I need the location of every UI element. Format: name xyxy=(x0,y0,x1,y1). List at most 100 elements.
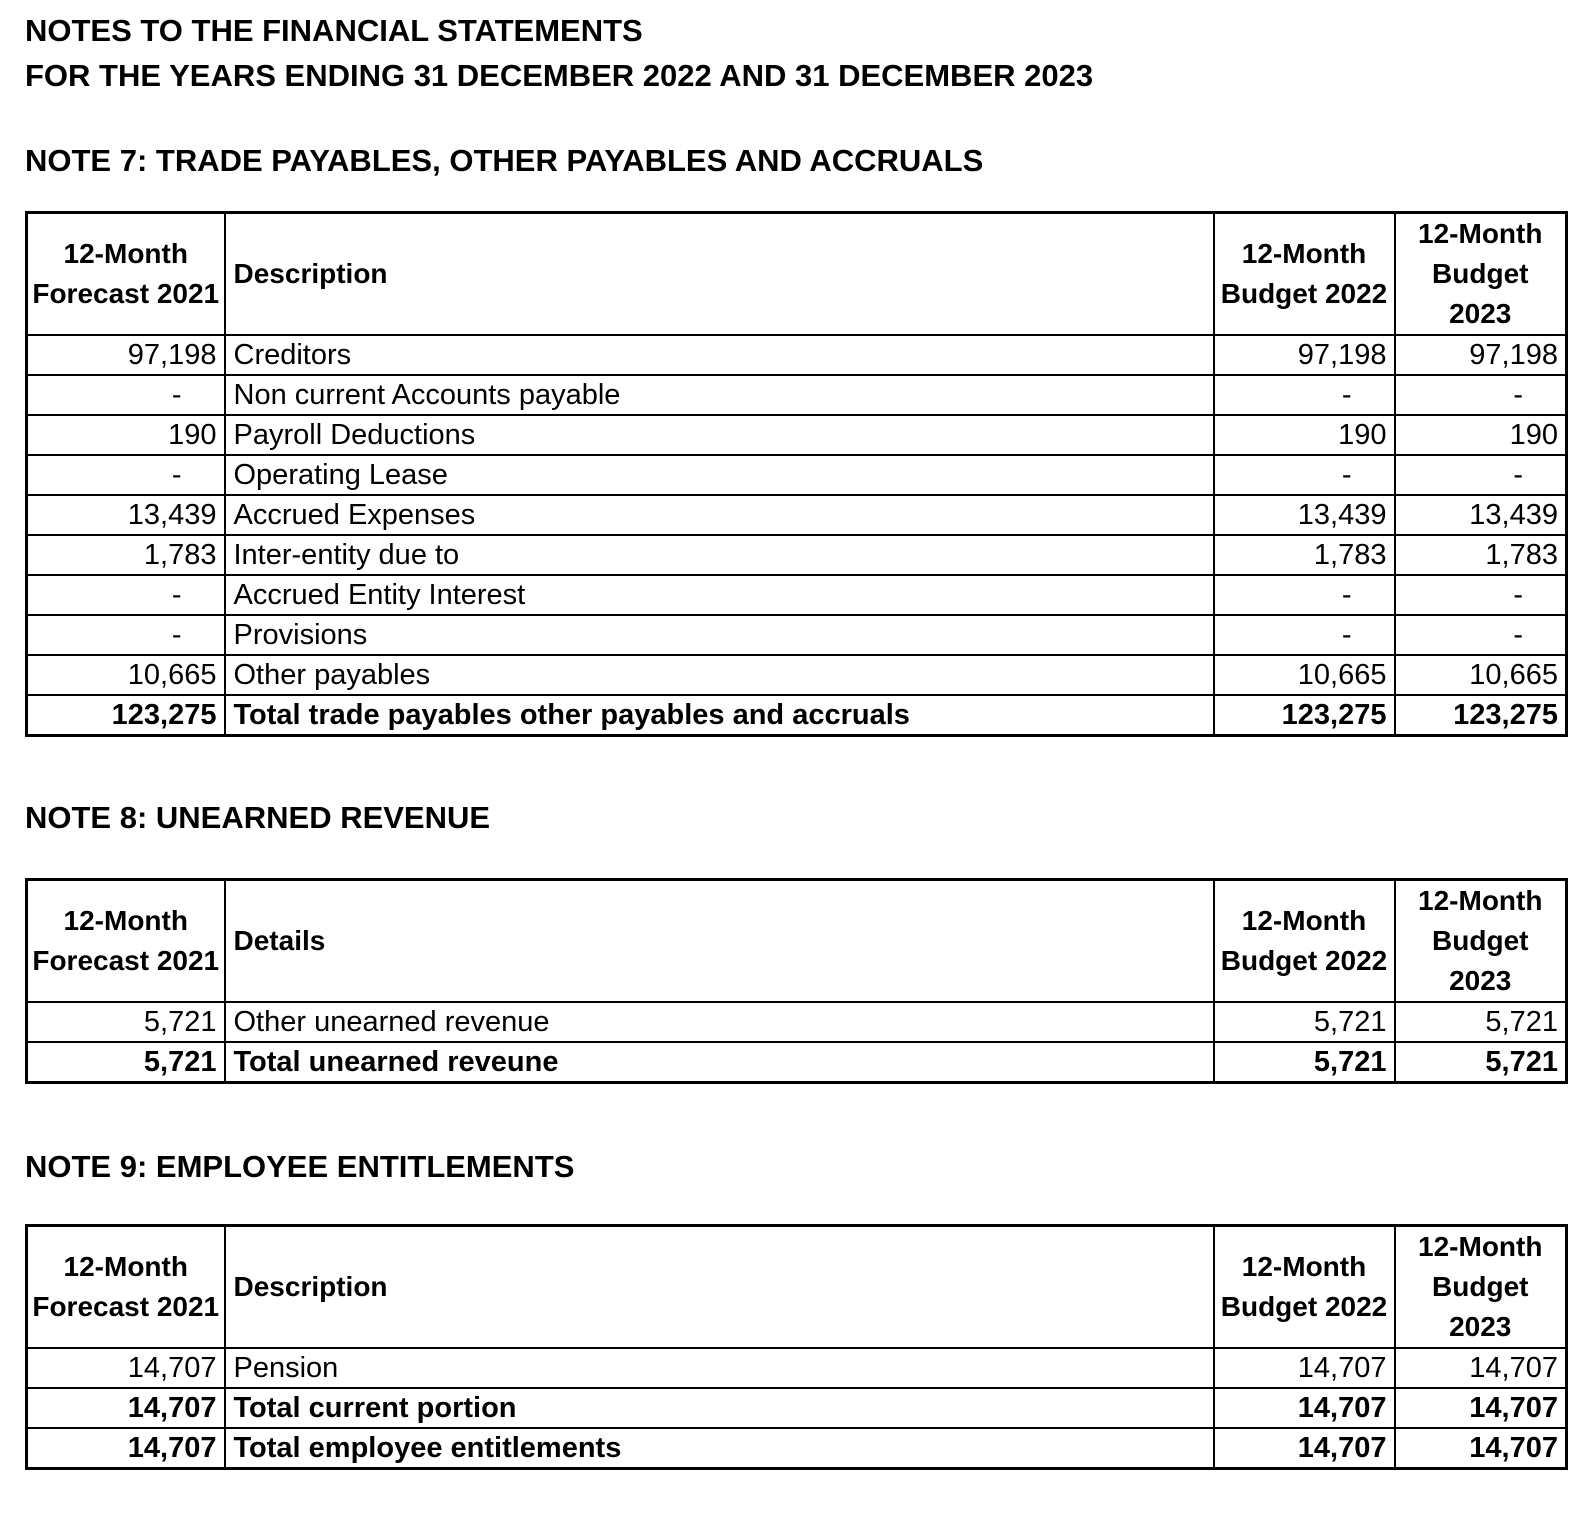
budget-2022-cell: 10,665 xyxy=(1212,654,1396,696)
table-row: - Non current Accounts payable - - xyxy=(25,374,1568,416)
budget-2022-cell: 5,721 xyxy=(1212,1041,1396,1084)
col-header-description: Description xyxy=(223,1224,1215,1349)
col-header-budget-2023: 12-Month Budget 2023 xyxy=(1393,1224,1568,1349)
col-header-budget-2022: 12-Month Budget 2022 xyxy=(1212,878,1396,1003)
forecast-2021-cell: 190 xyxy=(25,414,226,456)
budget-2023-cell: 1,783 xyxy=(1393,534,1568,576)
budget-2023-cell: 14,707 xyxy=(1393,1387,1568,1429)
budget-2022-cell: - xyxy=(1212,374,1396,416)
note-8-heading: NOTE 8: UNEARNED REVENUE xyxy=(25,800,491,835)
budget-2023-cell: 14,707 xyxy=(1393,1347,1568,1389)
budget-2023-cell: - xyxy=(1393,574,1568,616)
forecast-2021-cell: 97,198 xyxy=(25,334,226,376)
description-cell: Non current Accounts payable xyxy=(223,374,1215,416)
table-row: 190 Payroll Deductions 190 190 xyxy=(25,414,1568,456)
budget-2023-cell: - xyxy=(1393,374,1568,416)
table-row: 13,439 Accrued Expenses 13,439 13,439 xyxy=(25,494,1568,536)
note-7-table: 12-Month Forecast 2021 Description 12-Mo… xyxy=(25,211,1568,737)
table-row: 14,707 Total employee entitlements 14,70… xyxy=(25,1427,1568,1470)
note-9-table-head: 12-Month Forecast 2021 Description 12-Mo… xyxy=(25,1224,1568,1349)
budget-2022-cell: 14,707 xyxy=(1212,1387,1396,1429)
note-7-heading: NOTE 7: TRADE PAYABLES, OTHER PAYABLES A… xyxy=(25,143,984,178)
description-cell: Payroll Deductions xyxy=(223,414,1215,456)
note-9-section: NOTE 9: EMPLOYEE ENTITLEMENTS 12-Month F… xyxy=(25,1144,1568,1470)
forecast-2021-cell: - xyxy=(25,374,226,416)
budget-2023-cell: 123,275 xyxy=(1393,694,1568,737)
col-header-details: Details xyxy=(223,878,1215,1003)
forecast-2021-cell: 13,439 xyxy=(25,494,226,536)
description-cell: Accrued Entity Interest xyxy=(223,574,1215,616)
note-8-table-head: 12-Month Forecast 2021 Details 12-Month … xyxy=(25,878,1568,1003)
budget-2022-cell: 14,707 xyxy=(1212,1347,1396,1389)
forecast-2021-cell: 10,665 xyxy=(25,654,226,696)
document-title-line-2: FOR THE YEARS ENDING 31 DECEMBER 2022 AN… xyxy=(25,58,1094,93)
budget-2023-cell: 5,721 xyxy=(1393,1001,1568,1043)
budget-2023-cell: - xyxy=(1393,614,1568,656)
forecast-2021-cell: 14,707 xyxy=(25,1347,226,1389)
col-header-description: Description xyxy=(223,211,1215,336)
description-cell: Inter-entity due to xyxy=(223,534,1215,576)
note-8-section: NOTE 8: UNEARNED REVENUE 12-Month Foreca… xyxy=(25,795,1568,1084)
table-row: 5,721 Total unearned reveune 5,721 5,721 xyxy=(25,1041,1568,1084)
note-8-table-body: 5,721 Other unearned revenue 5,721 5,721… xyxy=(25,1001,1568,1084)
description-cell: Other payables xyxy=(223,654,1215,696)
document-header: NOTES TO THE FINANCIAL STATEMENTS FOR TH… xyxy=(25,8,1565,98)
description-cell: Pension xyxy=(223,1347,1215,1389)
table-header-row: 12-Month Forecast 2021 Description 12-Mo… xyxy=(25,1224,1568,1349)
budget-2023-cell: 13,439 xyxy=(1393,494,1568,536)
col-header-budget-2023: 12-Month Budget 2023 xyxy=(1393,878,1568,1003)
description-cell: Total trade payables other payables and … xyxy=(223,694,1215,737)
budget-2022-cell: - xyxy=(1212,574,1396,616)
note-7-table-body: 97,198 Creditors 97,198 97,198 - Non cur… xyxy=(25,334,1568,737)
table-row: 1,783 Inter-entity due to 1,783 1,783 xyxy=(25,534,1568,576)
forecast-2021-cell: - xyxy=(25,574,226,616)
budget-2022-cell: - xyxy=(1212,614,1396,656)
budget-2023-cell: 14,707 xyxy=(1393,1427,1568,1470)
budget-2023-cell: 5,721 xyxy=(1393,1041,1568,1084)
budget-2023-cell: - xyxy=(1393,454,1568,496)
forecast-2021-cell: 14,707 xyxy=(25,1427,226,1470)
col-header-budget-2023: 12-Month Budget 2023 xyxy=(1393,211,1568,336)
budget-2022-cell: 5,721 xyxy=(1212,1001,1396,1043)
table-row: - Provisions - - xyxy=(25,614,1568,656)
description-cell: Creditors xyxy=(223,334,1215,376)
details-cell: Other unearned revenue xyxy=(223,1001,1215,1043)
forecast-2021-cell: 5,721 xyxy=(25,1001,226,1043)
budget-2023-cell: 10,665 xyxy=(1393,654,1568,696)
description-cell: Provisions xyxy=(223,614,1215,656)
budget-2022-cell: - xyxy=(1212,454,1396,496)
col-header-forecast-2021: 12-Month Forecast 2021 xyxy=(25,211,226,336)
document-title-line-1: NOTES TO THE FINANCIAL STATEMENTS xyxy=(25,13,643,48)
description-cell: Total current portion xyxy=(223,1387,1215,1429)
note-9-table: 12-Month Forecast 2021 Description 12-Mo… xyxy=(25,1224,1568,1470)
note-9-heading: NOTE 9: EMPLOYEE ENTITLEMENTS xyxy=(25,1149,575,1184)
note-8-table: 12-Month Forecast 2021 Details 12-Month … xyxy=(25,878,1568,1084)
col-header-forecast-2021: 12-Month Forecast 2021 xyxy=(25,1224,226,1349)
budget-2022-cell: 1,783 xyxy=(1212,534,1396,576)
table-row: 97,198 Creditors 97,198 97,198 xyxy=(25,334,1568,376)
table-header-row: 12-Month Forecast 2021 Details 12-Month … xyxy=(25,878,1568,1003)
budget-2022-cell: 190 xyxy=(1212,414,1396,456)
table-row: - Accrued Entity Interest - - xyxy=(25,574,1568,616)
forecast-2021-cell: 5,721 xyxy=(25,1041,226,1084)
budget-2022-cell: 97,198 xyxy=(1212,334,1396,376)
table-row: 123,275 Total trade payables other payab… xyxy=(25,694,1568,737)
description-cell: Total employee entitlements xyxy=(223,1427,1215,1470)
col-header-budget-2022: 12-Month Budget 2022 xyxy=(1212,1224,1396,1349)
table-row: 14,707 Total current portion 14,707 14,7… xyxy=(25,1387,1568,1429)
budget-2023-cell: 97,198 xyxy=(1393,334,1568,376)
table-row: 10,665 Other payables 10,665 10,665 xyxy=(25,654,1568,696)
note-7-section: NOTE 7: TRADE PAYABLES, OTHER PAYABLES A… xyxy=(25,138,1568,737)
budget-2023-cell: 190 xyxy=(1393,414,1568,456)
forecast-2021-cell: 123,275 xyxy=(25,694,226,737)
col-header-forecast-2021: 12-Month Forecast 2021 xyxy=(25,878,226,1003)
description-cell: Accrued Expenses xyxy=(223,494,1215,536)
budget-2022-cell: 123,275 xyxy=(1212,694,1396,737)
forecast-2021-cell: 14,707 xyxy=(25,1387,226,1429)
budget-2022-cell: 14,707 xyxy=(1212,1427,1396,1470)
description-cell: Operating Lease xyxy=(223,454,1215,496)
forecast-2021-cell: 1,783 xyxy=(25,534,226,576)
col-header-budget-2022: 12-Month Budget 2022 xyxy=(1212,211,1396,336)
note-7-table-head: 12-Month Forecast 2021 Description 12-Mo… xyxy=(25,211,1568,336)
details-cell: Total unearned reveune xyxy=(223,1041,1215,1084)
